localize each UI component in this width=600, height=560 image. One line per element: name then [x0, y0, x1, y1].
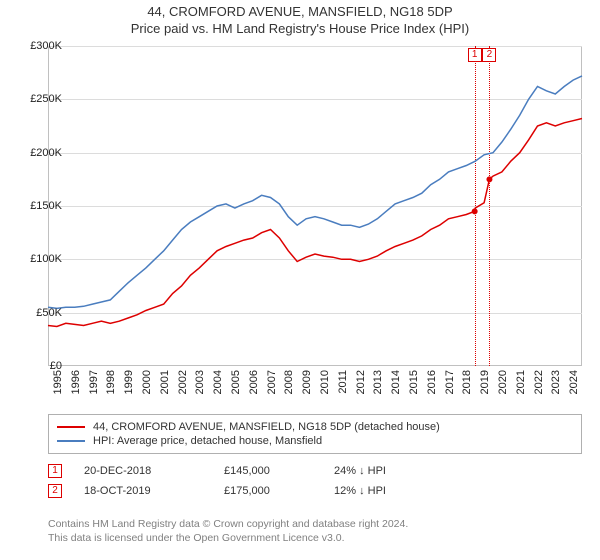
plot-area: 1995199619971998199920002001200220032004…: [48, 46, 582, 366]
x-tick-label: 2014: [390, 370, 402, 394]
series-line-hpi: [48, 76, 582, 309]
x-tick-label: 2015: [408, 370, 420, 394]
sale-dot: [472, 208, 478, 214]
footer-line1: Contains HM Land Registry data © Crown c…: [48, 518, 582, 532]
y-tick-label: £0: [50, 360, 62, 372]
sale-row: 1 20-DEC-2018£145,00024% ↓ HPI: [48, 464, 582, 478]
x-tick-label: 2006: [248, 370, 260, 394]
legend-row: HPI: Average price, detached house, Mans…: [57, 435, 573, 447]
sale-dot: [486, 176, 492, 182]
x-tick-label: 1998: [105, 370, 117, 394]
sale-delta: 12% ↓ HPI: [334, 485, 474, 497]
x-tick-label: 1995: [52, 370, 64, 394]
chart-container: 44, CROMFORD AVENUE, MANSFIELD, NG18 5DP…: [0, 0, 600, 560]
x-tick-label: 2018: [461, 370, 473, 394]
legend-label: 44, CROMFORD AVENUE, MANSFIELD, NG18 5DP…: [93, 421, 440, 433]
x-tick-label: 2020: [497, 370, 509, 394]
legend-swatch: [57, 426, 85, 428]
series-line-price_paid: [48, 119, 582, 327]
x-tick-label: 2016: [426, 370, 438, 394]
x-tick-label: 1996: [70, 370, 82, 394]
line-series-svg: [48, 46, 582, 366]
x-tick-label: 2017: [444, 370, 456, 394]
y-tick-label: £50K: [36, 307, 62, 319]
legend-row: 44, CROMFORD AVENUE, MANSFIELD, NG18 5DP…: [57, 421, 573, 433]
sale-row: 2 18-OCT-2019£175,00012% ↓ HPI: [48, 484, 582, 498]
title-block: 44, CROMFORD AVENUE, MANSFIELD, NG18 5DP…: [0, 0, 600, 36]
x-tick-label: 2013: [372, 370, 384, 394]
footer-note: Contains HM Land Registry data © Crown c…: [48, 518, 582, 545]
y-tick-label: £250K: [30, 93, 62, 105]
sale-delta: 24% ↓ HPI: [334, 465, 474, 477]
x-tick-label: 2000: [141, 370, 153, 394]
sale-date: 20-DEC-2018: [84, 465, 224, 477]
x-tick-label: 2003: [194, 370, 206, 394]
x-tick-label: 2008: [283, 370, 295, 394]
y-tick-label: £100K: [30, 253, 62, 265]
sale-price: £145,000: [224, 465, 334, 477]
legend-swatch: [57, 440, 85, 442]
x-tick-label: 2012: [355, 370, 367, 394]
marker-box: 2: [482, 48, 496, 62]
x-tick-label: 1999: [123, 370, 135, 394]
sale-date: 18-OCT-2019: [84, 485, 224, 497]
x-tick-label: 2002: [177, 370, 189, 394]
title-subtitle: Price paid vs. HM Land Registry's House …: [0, 21, 600, 36]
x-tick-label: 2024: [568, 370, 580, 394]
x-tick-label: 2007: [266, 370, 278, 394]
x-tick-label: 2019: [479, 370, 491, 394]
x-tick-label: 2011: [337, 370, 349, 394]
sale-marker: 1: [48, 464, 62, 478]
y-tick-label: £300K: [30, 40, 62, 52]
legend-label: HPI: Average price, detached house, Mans…: [93, 435, 322, 447]
marker-box: 1: [468, 48, 482, 62]
sale-rows: 1 20-DEC-2018£145,00024% ↓ HPI 2 18-OCT-201…: [48, 458, 582, 504]
x-tick-label: 2009: [301, 370, 313, 394]
title-address: 44, CROMFORD AVENUE, MANSFIELD, NG18 5DP: [0, 4, 600, 19]
legend-box: 44, CROMFORD AVENUE, MANSFIELD, NG18 5DP…: [48, 414, 582, 454]
x-tick-label: 2005: [230, 370, 242, 394]
x-tick-label: 2023: [550, 370, 562, 394]
sale-marker: 2: [48, 484, 62, 498]
sale-price: £175,000: [224, 485, 334, 497]
x-tick-label: 2004: [212, 370, 224, 394]
footer-line2: This data is licensed under the Open Gov…: [48, 532, 582, 546]
y-tick-label: £150K: [30, 200, 62, 212]
x-tick-label: 2021: [515, 370, 527, 394]
x-tick-label: 2001: [159, 370, 171, 394]
x-tick-label: 1997: [88, 370, 100, 394]
x-tick-label: 2010: [319, 370, 331, 394]
x-tick-label: 2022: [533, 370, 545, 394]
y-tick-label: £200K: [30, 147, 62, 159]
